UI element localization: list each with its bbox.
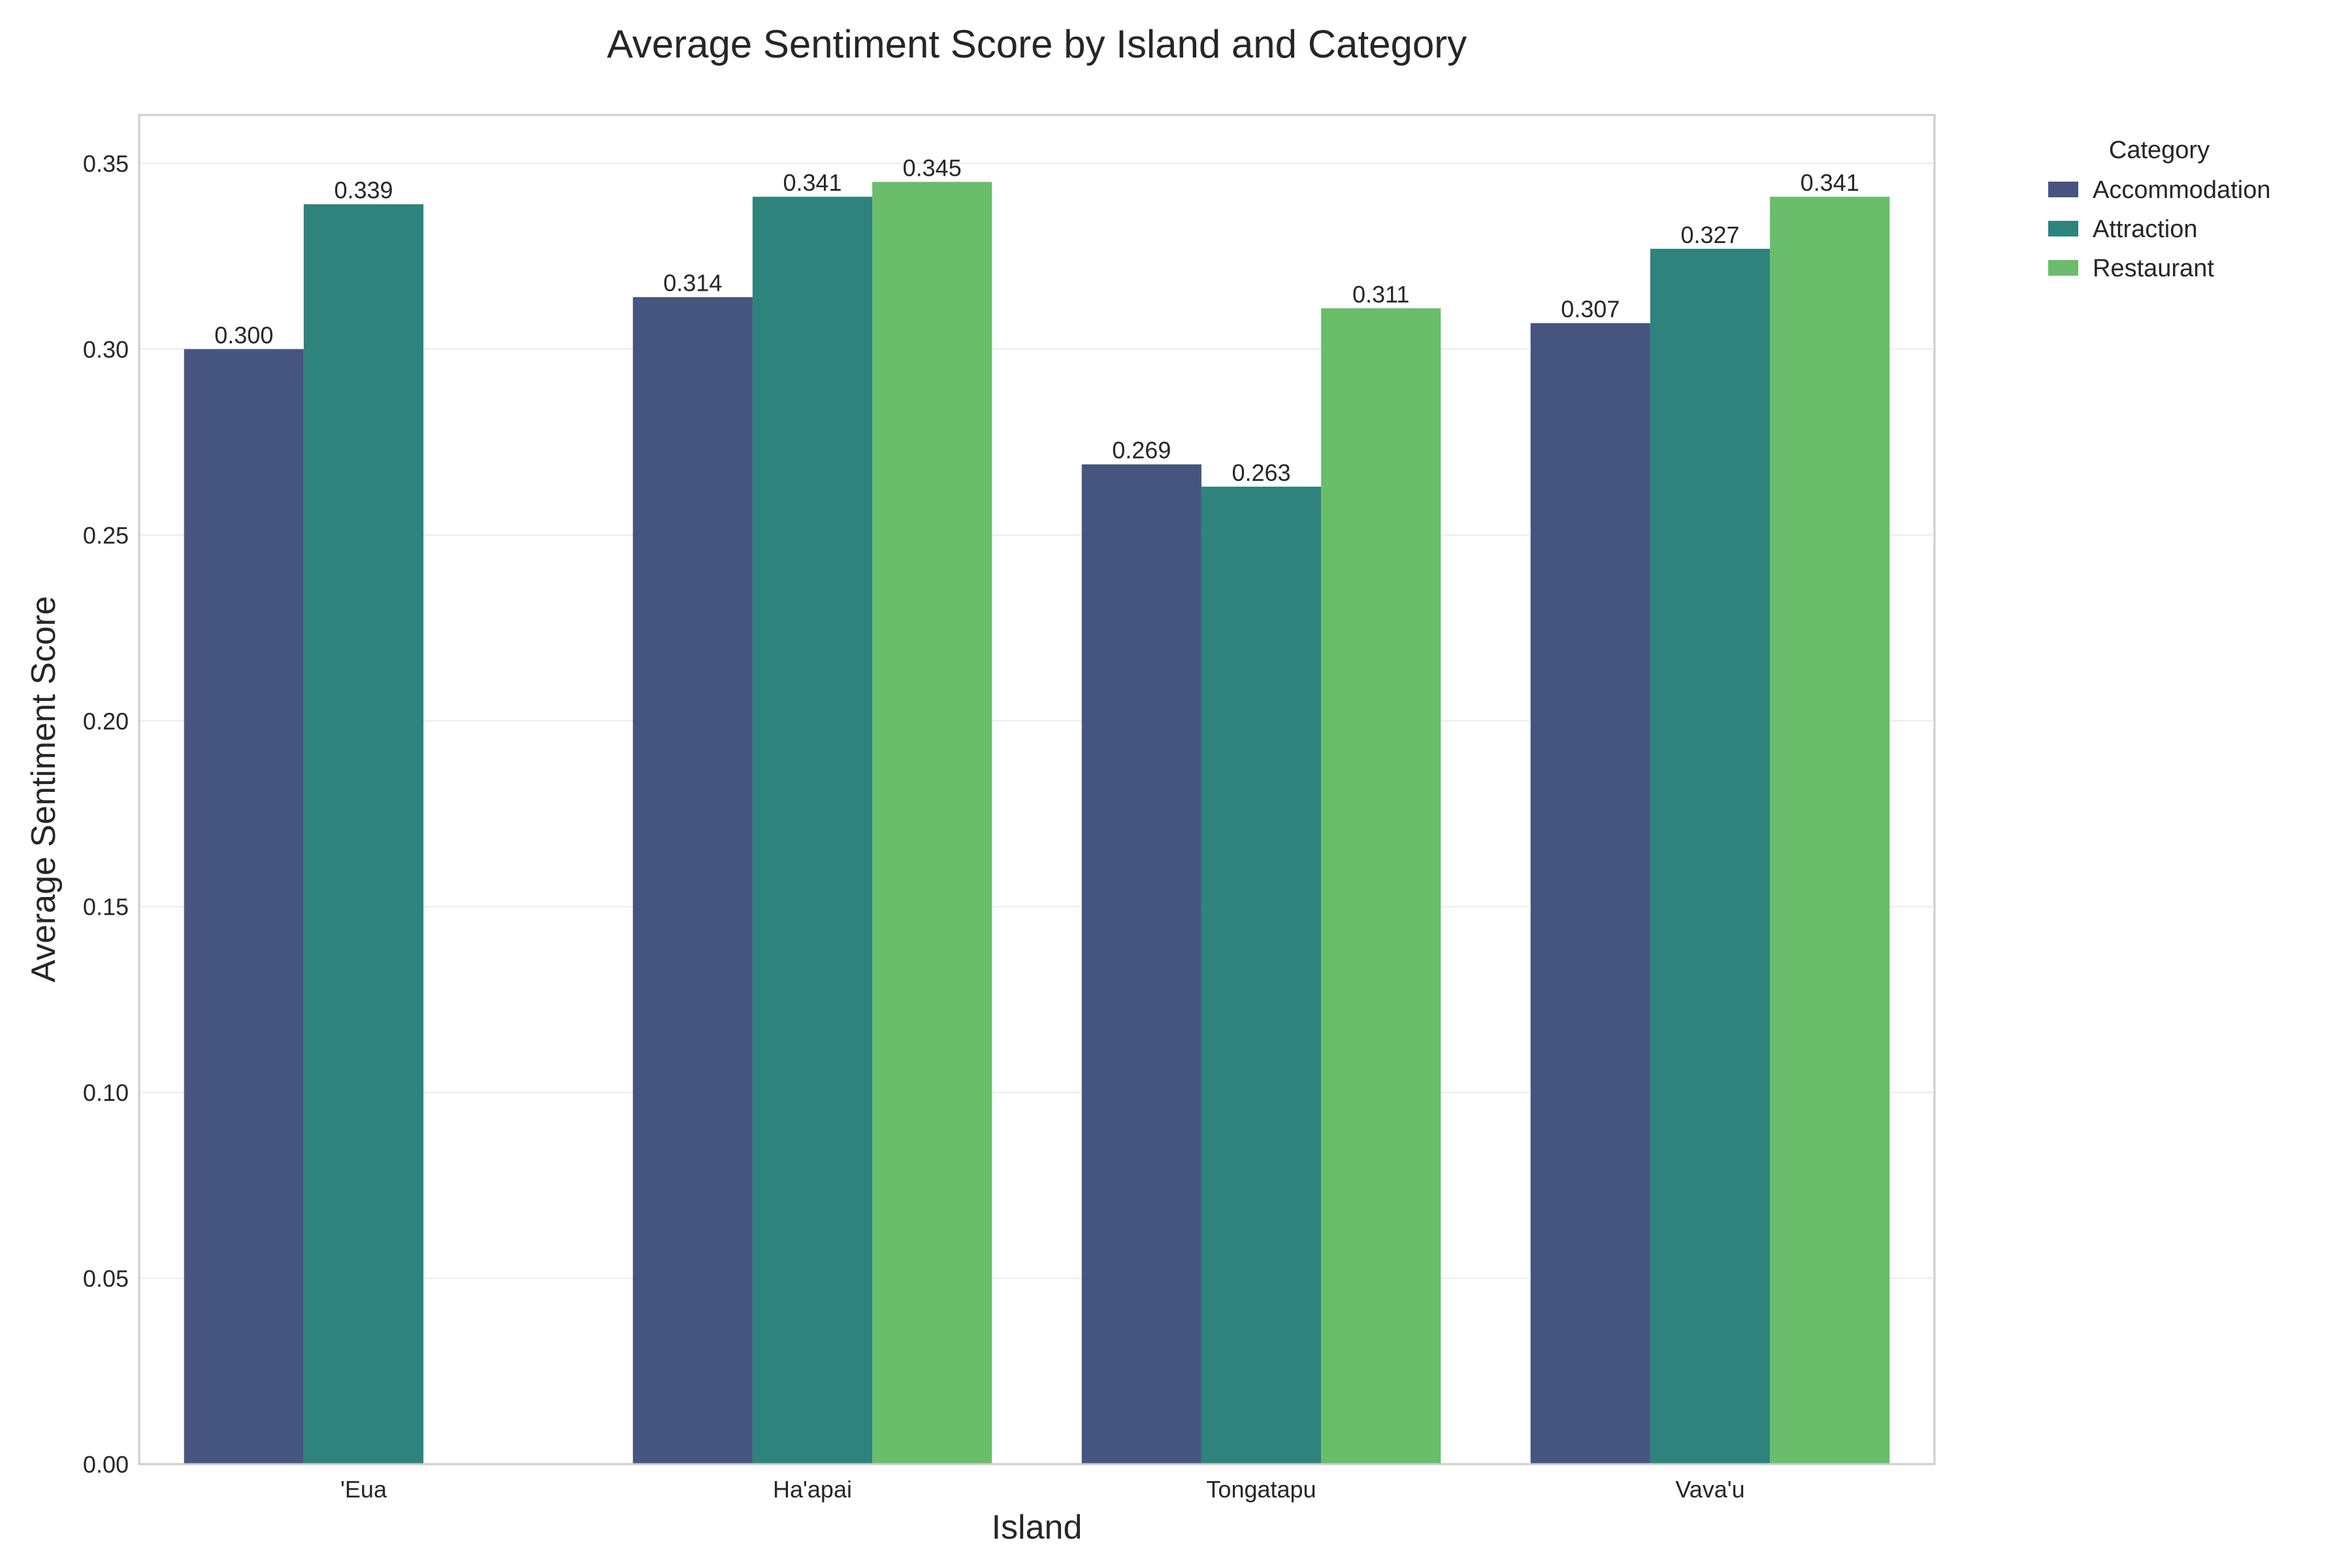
- y-tick-label: 0.15: [83, 894, 129, 921]
- bar-restaurant: [1770, 197, 1890, 1465]
- bar-value-label: 0.339: [334, 177, 393, 204]
- legend-swatch: [2048, 260, 2078, 276]
- y-tick-labels: 0.00 0.05 0.10 0.15 0.20 0.25 0.30 0.35: [83, 150, 129, 1478]
- legend-title: Category: [2109, 137, 2210, 164]
- y-tick-label: 0.00: [83, 1451, 129, 1478]
- bar-accommodation: [1081, 464, 1201, 1464]
- x-tick-labels: 'Eua Ha'apai Tongatapu Vava'u: [340, 1476, 1745, 1503]
- bar-value-label: 0.314: [663, 270, 722, 297]
- bar-value-label: 0.341: [1801, 169, 1859, 196]
- legend-swatch: [2048, 182, 2078, 197]
- bar-accommodation: [184, 349, 304, 1464]
- bar-value-label: 0.341: [783, 169, 841, 196]
- bar-accommodation: [1530, 323, 1650, 1464]
- y-tick-label: 0.20: [83, 708, 129, 734]
- legend-entry: Restaurant: [2093, 255, 2214, 282]
- bar-value-label: 0.327: [1680, 221, 1739, 248]
- bar-value-label: 0.345: [903, 154, 962, 181]
- y-axis-label: Average Sentiment Score: [25, 596, 63, 983]
- y-tick-label: 0.35: [83, 150, 129, 177]
- legend-swatch: [2048, 221, 2078, 237]
- y-tick-label: 0.30: [83, 336, 129, 363]
- bar-attraction: [1650, 248, 1771, 1464]
- x-axis-label: Island: [992, 1509, 1083, 1546]
- y-tick-label: 0.25: [83, 522, 129, 549]
- chart-title: Average Sentiment Score by Island and Ca…: [607, 22, 1467, 66]
- bar-value-label: 0.269: [1112, 437, 1171, 464]
- plot-frame: [138, 114, 1936, 1465]
- bar-value-label: 0.263: [1232, 459, 1290, 486]
- y-tick-label: 0.05: [83, 1266, 129, 1292]
- x-tick-label: Ha'apai: [773, 1476, 852, 1503]
- legend-entry: Accommodation: [2093, 176, 2270, 204]
- legend-entry: Attraction: [2093, 216, 2198, 243]
- bars: [184, 182, 1890, 1465]
- x-tick-label: 'Eua: [340, 1476, 387, 1503]
- y-tick-label: 0.10: [83, 1079, 129, 1106]
- bar-restaurant: [1321, 308, 1441, 1464]
- bar-value-labels: 0.300 0.339 0.314 0.341 0.345 0.269 0.263 0.311…: [214, 154, 1859, 485]
- bar-attraction: [1201, 486, 1322, 1464]
- bar-value-label: 0.300: [214, 321, 273, 348]
- bar-value-label: 0.311: [1352, 281, 1409, 308]
- x-tick-label: Vava'u: [1675, 1476, 1744, 1503]
- x-tick-label: Tongatapu: [1206, 1476, 1316, 1503]
- bar-value-label: 0.307: [1561, 296, 1620, 323]
- bar-accommodation: [632, 297, 753, 1464]
- bar-attraction: [303, 204, 424, 1464]
- bar-restaurant: [872, 182, 992, 1464]
- bar-attraction: [752, 197, 873, 1465]
- legend: Category Accommodation Attraction Restaura…: [2048, 137, 2270, 282]
